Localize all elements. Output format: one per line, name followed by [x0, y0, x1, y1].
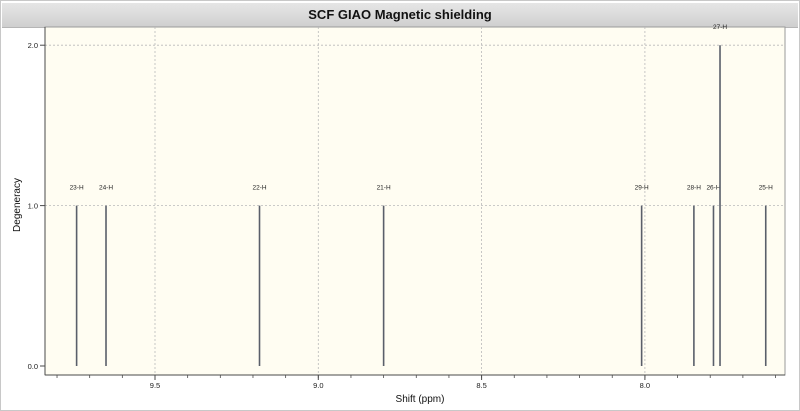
- peak-label-26-h: 26-H: [706, 185, 720, 192]
- x-tick-label: 9.5: [150, 381, 160, 390]
- plot-area: [44, 26, 786, 376]
- peak-label-24-h: 24-H: [99, 185, 113, 192]
- y-axis-title: Degeneracy: [12, 178, 23, 232]
- y-tick-label: 0.0: [28, 362, 38, 371]
- y-tick-label: 2.0: [28, 41, 38, 50]
- chart-title: SCF GIAO Magnetic shielding: [308, 7, 492, 22]
- axes-layer: 9.5 9.0 8.5 8.0 0.0 1.0 2.0: [28, 27, 785, 390]
- plot-area-layer: [44, 26, 786, 376]
- peak-label-23-h: 23-H: [70, 185, 84, 192]
- peak-label-28-h: 28-H: [687, 185, 701, 192]
- peak-label-27-h: 27-H: [713, 24, 727, 31]
- peak-label-22-h: 22-H: [252, 185, 266, 192]
- peak-label-21-h: 21-H: [377, 185, 391, 192]
- peaks-layer: 23-H 24-H 22-H 21-H 29-H 28-H 26-H 27-H 25-H: [70, 24, 773, 366]
- x-tick-label: 8.5: [476, 381, 486, 390]
- grid-layer: [45, 27, 785, 375]
- peak-label-29-h: 29-H: [635, 185, 649, 192]
- x-axis-title: Shift (ppm): [396, 394, 445, 405]
- peak-label-25-h: 25-H: [759, 185, 773, 192]
- x-tick-label: 9.0: [313, 381, 323, 390]
- title-bar: SCF GIAO Magnetic shielding: [2, 3, 798, 28]
- x-tick-label: 8.0: [640, 381, 650, 390]
- y-tick-label: 1.0: [28, 202, 38, 211]
